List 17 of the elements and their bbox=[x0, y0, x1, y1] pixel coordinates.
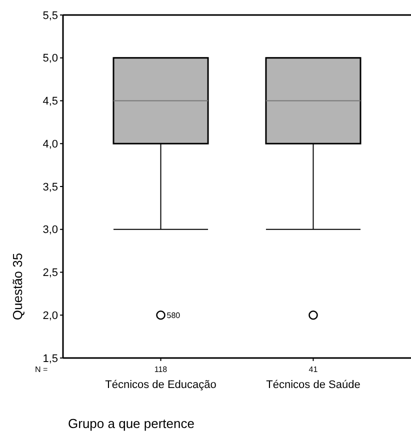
x-tick-label: Técnicos de Educação bbox=[105, 379, 216, 391]
y-tick-label: 3,5 bbox=[42, 181, 58, 194]
y-tick-label: 3,0 bbox=[42, 224, 58, 236]
y-tick-label: 5,0 bbox=[42, 52, 58, 65]
text: 118 bbox=[154, 365, 168, 374]
y-tick-label: 1,5 bbox=[42, 352, 58, 365]
annotation: 580 bbox=[166, 310, 181, 320]
y-tick-label: 4,0 bbox=[42, 138, 58, 150]
y-tick-label: 4,5 bbox=[42, 96, 58, 108]
y-axis-title: Questão 35 bbox=[10, 252, 25, 320]
text: 41 bbox=[308, 365, 318, 374]
y-tick-label: 2,0 bbox=[42, 310, 58, 322]
text: N = bbox=[35, 365, 48, 374]
y-tick-label: 2,5 bbox=[42, 267, 58, 280]
x-tick-label: Técnicos de Saúde bbox=[266, 379, 360, 391]
x-axis-title: Grupo a que pertence bbox=[68, 416, 194, 431]
y-tick-label: 5,5 bbox=[42, 10, 58, 22]
